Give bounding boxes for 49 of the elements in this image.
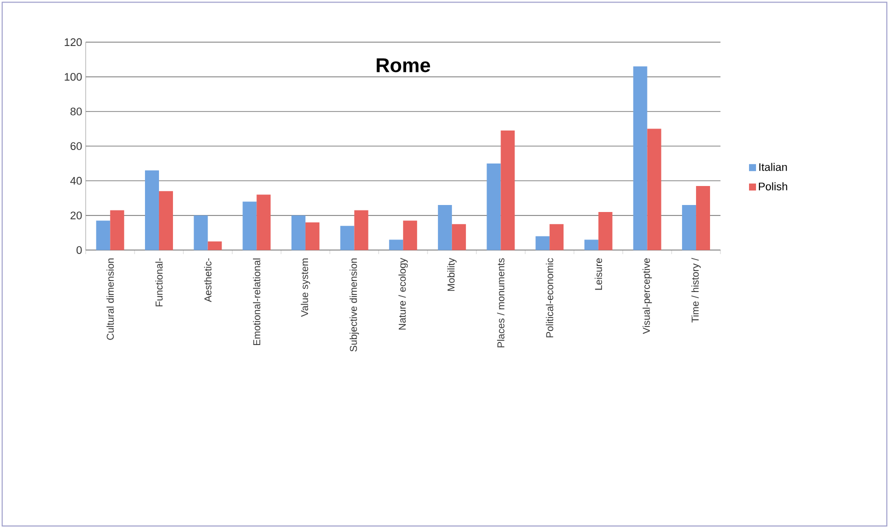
bar	[305, 222, 320, 250]
bar	[438, 204, 452, 250]
bar	[389, 240, 404, 250]
bar	[633, 66, 648, 250]
bar	[647, 128, 662, 250]
bar	[403, 220, 418, 250]
bar	[550, 224, 564, 250]
bar	[340, 226, 354, 250]
x-tick-label: Aesthetic-	[204, 258, 212, 302]
x-tick-label: Mobility	[447, 258, 457, 291]
y-tick-label: 80	[70, 108, 82, 116]
x-tick-label: Subjective dimension	[350, 258, 359, 352]
x-tick-label: Visual-perceptive	[642, 258, 652, 334]
bar	[354, 210, 368, 250]
y-tick-label: 60	[70, 142, 82, 150]
y-tick-label: 0	[76, 246, 82, 254]
x-tick-label: Emotional-relational	[252, 258, 260, 345]
x-tick-label: Places / monuments	[497, 258, 504, 348]
bar	[144, 170, 159, 250]
bar	[96, 220, 110, 250]
bar	[208, 241, 222, 250]
bar	[682, 204, 696, 250]
y-tick-label: 20	[70, 211, 82, 220]
legend-label: Polish	[758, 182, 788, 190]
y-tick-label: 40	[70, 176, 82, 185]
bar	[110, 210, 124, 250]
bar	[584, 240, 598, 250]
bar	[696, 186, 710, 250]
bar	[158, 191, 173, 250]
x-tick-label: Cultural dimension	[106, 258, 114, 340]
bar	[500, 130, 515, 250]
bar	[291, 215, 306, 250]
bar	[536, 236, 550, 250]
bar	[256, 194, 271, 250]
bar	[598, 212, 612, 250]
y-tick-label: 100	[64, 72, 82, 81]
y-tick-label: 120	[64, 38, 82, 46]
x-tick-label: Leisure	[594, 258, 602, 290]
x-tick-label: Time / history /	[691, 258, 701, 322]
legend-label: Italian	[759, 162, 787, 171]
text: Rome	[376, 58, 430, 72]
x-tick-label: Value system	[300, 258, 310, 317]
bar	[242, 201, 257, 250]
bar	[452, 224, 466, 250]
bar	[486, 163, 501, 250]
bar	[194, 215, 208, 250]
x-tick-label: Functional-	[155, 258, 163, 306]
x-tick-label: Political-economic	[546, 258, 554, 338]
x-tick-label: Nature / ecology	[398, 258, 408, 330]
